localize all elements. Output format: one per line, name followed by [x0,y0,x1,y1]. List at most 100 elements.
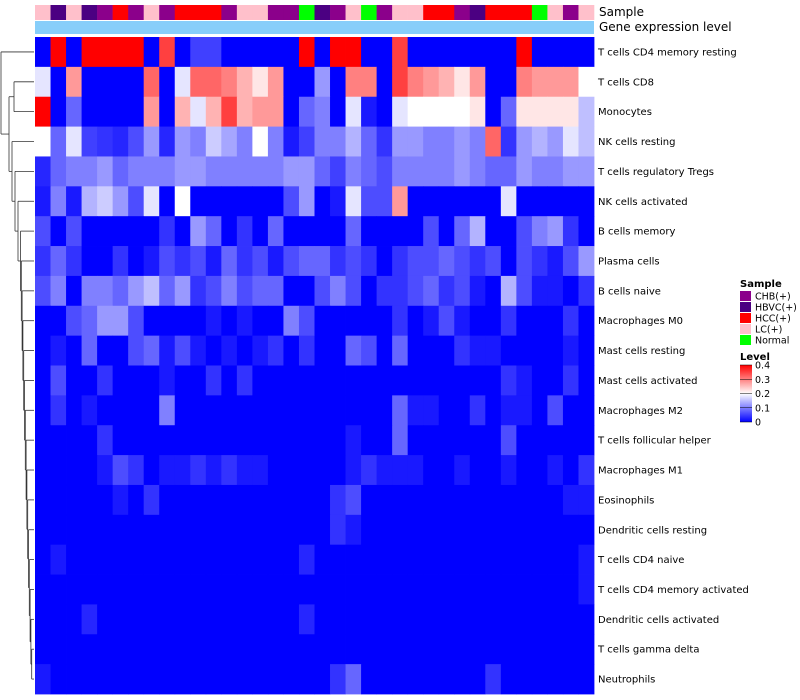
legend-swatch [740,313,751,323]
heatmap-cell [205,335,222,366]
heatmap-cell [66,246,82,277]
heatmap-cell [531,455,548,486]
heatmap-cell [205,425,222,456]
row-label: Macrophages M2 [598,406,683,417]
heatmap-cell [252,335,269,366]
heatmap-cell [438,395,455,426]
heatmap-cell [190,305,207,337]
heatmap-cell [159,514,176,546]
legend-swatch [740,335,751,345]
heatmap-cell [267,574,284,605]
heatmap-cell [97,395,114,426]
heatmap-cell [112,634,129,665]
heatmap-cell [392,365,409,396]
heatmap-cell [438,484,455,516]
heatmap-cell [298,126,315,157]
heatmap-cell [516,335,533,366]
sample-cell [190,5,207,20]
heatmap-cell [190,664,207,695]
heatmap-cell [438,664,455,695]
row-labels: T cells CD4 memory resting T cells CD8 Mon… [597,47,749,685]
heatmap-cell [267,425,284,456]
heatmap-cell [221,156,238,187]
heatmap-cell [128,186,145,217]
heatmap-cell [35,604,51,635]
heatmap-cell [547,96,564,127]
heatmap-cell [143,395,160,426]
heatmap-cell [252,126,269,157]
heatmap-cell [578,186,595,217]
heatmap-cell [345,37,362,68]
legend-swatch [740,291,751,301]
heatmap-cell [50,664,67,695]
heatmap-cell [485,37,502,68]
heatmap-cell [423,425,440,456]
heatmap-cell [267,484,284,516]
legend-label: Normal [755,336,789,347]
heatmap-cell [314,37,331,68]
heatmap-cell [531,66,548,98]
heatmap-cell [174,335,191,366]
legend-label: LC(+) [755,325,782,336]
heatmap-cell [531,305,548,337]
heatmap-cell [143,37,160,68]
legend-sample: Sample CHB(+)HBVC(+)HCC(+)LC(+)Normal [740,279,797,347]
heatmap-cell [423,275,440,307]
heatmap-cell [252,544,269,575]
heatmap-cell [392,186,409,217]
heatmap-cell [562,216,579,247]
legend-swatch [740,324,751,334]
heatmap-cell [361,275,378,307]
heatmap-cell [485,246,502,277]
heatmap-cell [159,37,176,68]
heatmap-cell [361,186,378,217]
row-label: Dendritic cells resting [598,525,707,536]
heatmap-cell [392,275,409,307]
heatmap-cell [50,604,67,635]
heatmap-cell [283,544,300,575]
heatmap-cell [392,634,409,665]
heatmap-cell [547,186,564,217]
heatmap-cell [345,275,362,307]
sample-cell [128,5,144,20]
heatmap-cell [35,455,51,486]
heatmap-cell [252,186,269,217]
row-label: T cells CD4 naive [597,555,684,566]
heatmap-cell [298,275,315,307]
heatmap-cell [469,96,486,127]
heatmap-cell [469,425,486,456]
heatmap-cell [376,305,393,337]
heatmap-cell [298,156,315,187]
heatmap-cell [423,246,440,277]
heatmap-cell [485,335,502,366]
heatmap-cell [66,544,82,575]
heatmap-cell [314,126,331,157]
heatmap-cell [35,216,51,247]
heatmap-cell [330,574,346,605]
heatmap-cell [174,544,191,575]
heatmap-cell [500,604,517,635]
row-label: Macrophages M0 [598,316,683,327]
heatmap-cell [236,544,253,575]
heatmap-cell [128,664,145,695]
sample-cell [236,5,253,20]
heatmap-cell [314,574,331,605]
heatmap-cell [35,37,51,68]
heatmap-cell [50,484,67,516]
heatmap-cell [345,305,362,337]
heatmap-cell [190,544,207,575]
heatmap-cell [531,216,548,247]
heatmap-cell [361,305,378,337]
heatmap-cell [298,335,315,366]
heatmap-cell [407,634,424,665]
heatmap-cell [236,455,253,486]
heatmap-cell [267,365,284,396]
heatmap-cell [531,96,548,127]
heatmap-cell [454,275,471,307]
heatmap-cell [578,664,595,695]
heatmap-cell [547,425,564,456]
heatmap-cell [159,66,176,98]
heatmap-cell [174,395,191,426]
heatmap-cell [516,514,533,546]
heatmap-cell [330,66,346,98]
